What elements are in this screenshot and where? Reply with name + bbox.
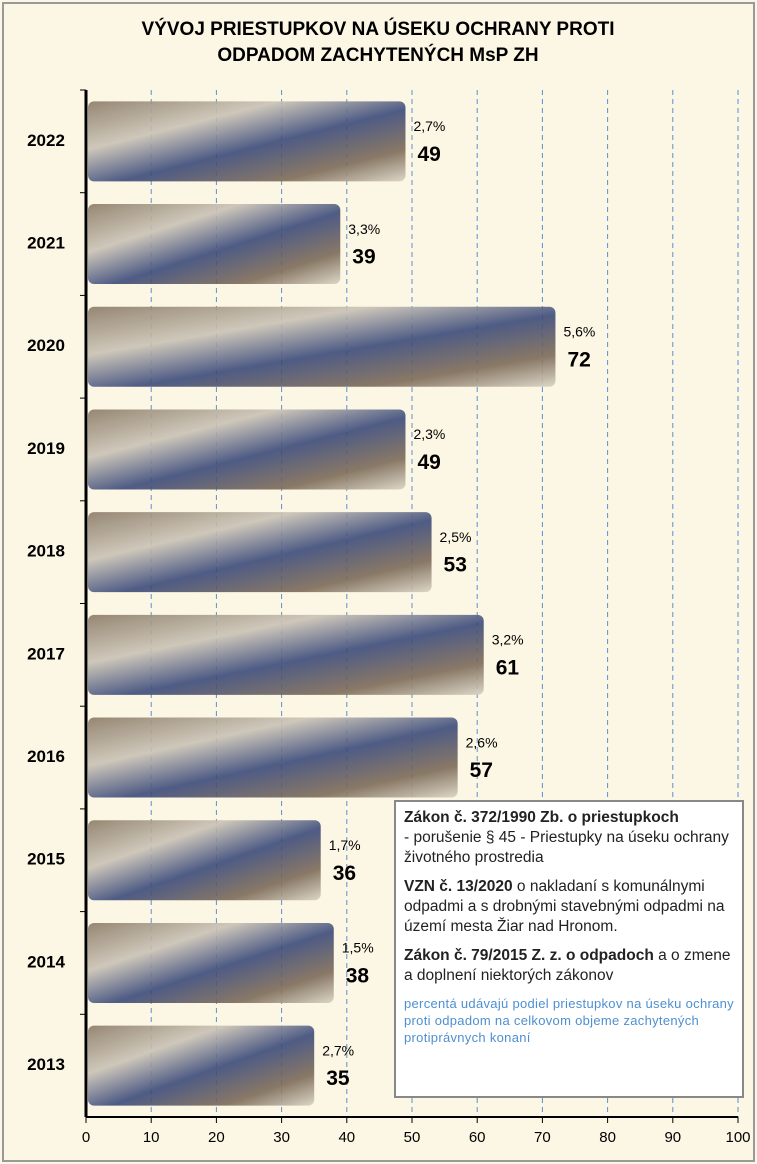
bar bbox=[88, 1025, 315, 1106]
x-tick-label: 60 bbox=[469, 1129, 486, 1146]
share-label: 1,7% bbox=[329, 837, 361, 853]
bar bbox=[88, 820, 321, 901]
note-text: - porušenie § 45 - Priestupky na úseku o… bbox=[404, 829, 729, 866]
value-label: 49 bbox=[417, 143, 440, 166]
bar bbox=[88, 101, 406, 182]
bar bbox=[88, 614, 484, 695]
x-tick-label: 10 bbox=[143, 1129, 160, 1146]
bar bbox=[88, 306, 556, 387]
bar bbox=[88, 922, 334, 1003]
y-tick-label: 2021 bbox=[27, 234, 65, 253]
share-label: 3,3% bbox=[348, 221, 380, 237]
notes-box: Zákon č. 372/1990 Zb. o priestupkoch - po… bbox=[394, 800, 744, 1098]
share-label: 2,3% bbox=[413, 426, 445, 442]
y-tick-label: 2020 bbox=[27, 336, 65, 355]
y-tick-label: 2013 bbox=[27, 1055, 65, 1074]
share-label: 2,7% bbox=[413, 118, 445, 134]
share-label: 5,6% bbox=[563, 323, 595, 339]
note-bold: o priestupkoch bbox=[567, 809, 679, 826]
value-label: 72 bbox=[567, 348, 590, 371]
x-tick-label: 50 bbox=[404, 1129, 421, 1146]
y-tick-label: 2017 bbox=[27, 644, 65, 663]
y-tick-label: 2018 bbox=[27, 542, 65, 561]
chart-title: VÝVOJ PRIESTUPKOV NA ÚSEKU OCHRANY PROTI bbox=[142, 18, 615, 40]
value-label: 39 bbox=[352, 246, 375, 269]
note-text: o nakladaní s komunálnymi odpadmi a s dr… bbox=[404, 878, 725, 935]
value-label: 61 bbox=[496, 656, 520, 679]
share-label: 2,7% bbox=[322, 1042, 354, 1058]
note-text: a o zmene a doplnení niektorých zákonov bbox=[404, 947, 731, 984]
share-label: 1,5% bbox=[342, 940, 374, 956]
bar bbox=[88, 409, 406, 490]
note: Zákon č. 79/2015 Z. z. o odpadoch a o zm… bbox=[404, 946, 734, 986]
value-label: 35 bbox=[326, 1067, 350, 1090]
bar bbox=[88, 204, 341, 285]
note: Zákon č. 372/1990 Zb. o priestupkoch - po… bbox=[404, 808, 734, 868]
y-tick-label: 2022 bbox=[27, 131, 65, 150]
share-label: 2,6% bbox=[466, 734, 498, 750]
value-label: 53 bbox=[444, 554, 467, 577]
note-bold: Zákon č. 372/1990 Zb. bbox=[404, 809, 564, 826]
x-tick-label: 70 bbox=[534, 1129, 551, 1146]
bar bbox=[88, 717, 458, 798]
x-tick-label: 80 bbox=[599, 1129, 616, 1146]
footnote: percentá udávajú podiel priestupkov na ú… bbox=[404, 996, 734, 1045]
value-label: 57 bbox=[470, 759, 493, 782]
value-label: 49 bbox=[417, 451, 440, 474]
value-label: 36 bbox=[333, 862, 356, 885]
share-label: 2,5% bbox=[440, 529, 472, 545]
x-tick-label: 100 bbox=[725, 1129, 750, 1146]
x-tick-label: 90 bbox=[664, 1129, 681, 1146]
x-tick-label: 0 bbox=[82, 1129, 90, 1146]
chart-title: ODPADOM ZACHYTENÝCH MsP ZH bbox=[217, 44, 538, 66]
note: VZN č. 13/2020 o nakladaní s komunálnymi… bbox=[404, 877, 734, 937]
note-bold: VZN č. 13/2020 bbox=[404, 878, 513, 895]
x-tick-label: 30 bbox=[273, 1129, 290, 1146]
y-tick-label: 2014 bbox=[27, 952, 65, 971]
y-tick-label: 2016 bbox=[27, 747, 65, 766]
y-tick-label: 2019 bbox=[27, 439, 65, 458]
value-label: 38 bbox=[346, 964, 370, 987]
y-tick-label: 2015 bbox=[27, 850, 65, 869]
x-tick-label: 20 bbox=[208, 1129, 225, 1146]
share-label: 3,2% bbox=[492, 632, 524, 648]
x-tick-label: 40 bbox=[338, 1129, 355, 1146]
note-bold: Zákon č. 79/2015 Z. z. o odpadoch bbox=[404, 947, 654, 964]
bar bbox=[88, 512, 432, 593]
